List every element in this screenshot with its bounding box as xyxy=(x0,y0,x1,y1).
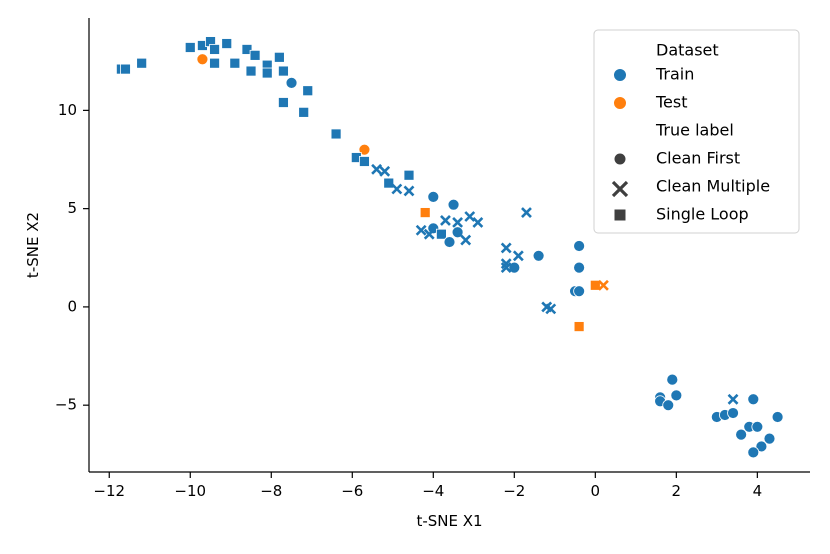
data-point-train-single-loop xyxy=(249,49,261,61)
data-point-train-clean-first xyxy=(443,236,456,248)
y-tick-label: 0 xyxy=(67,297,77,315)
legend-marker-train xyxy=(613,68,627,82)
x-tick-label: −10 xyxy=(174,482,206,500)
legend-title-dataset: Dataset xyxy=(656,41,719,60)
data-point-train-clean-multiple xyxy=(521,207,532,218)
data-point-train-clean-first xyxy=(771,411,784,423)
data-point-train-clean-multiple xyxy=(464,211,476,222)
data-point-train-clean-multiple xyxy=(415,224,427,236)
data-point-train-single-loop xyxy=(136,57,148,69)
data-point-train-clean-first xyxy=(427,190,440,203)
data-point-train-clean-multiple xyxy=(727,393,739,405)
data-point-train-clean-multiple xyxy=(500,262,512,274)
y-tick-label: 10 xyxy=(58,101,77,119)
axes: −12 −10 −8 −6 −4 −2 0 2 4 −5 0 5 10 xyxy=(55,18,810,500)
x-tick-label: −6 xyxy=(341,482,363,500)
data-point-train-single-loop xyxy=(209,57,220,69)
data-point-train-clean-first xyxy=(573,261,586,274)
data-point-train-single-loop xyxy=(261,67,273,79)
data-point-train-clean-first xyxy=(735,428,748,441)
data-point-train-single-loop xyxy=(221,38,233,49)
data-point-train-clean-first xyxy=(573,240,586,252)
data-point-train-clean-first xyxy=(751,420,764,433)
data-point-train-single-loop xyxy=(359,156,370,167)
legend: Dataset Train Test True label Clean Firs… xyxy=(593,29,800,234)
legend-title-true-label: True label xyxy=(655,121,734,140)
x-tick-label: −2 xyxy=(503,482,525,500)
legend-label-single-loop: Single Loop xyxy=(656,205,749,224)
data-point-train-single-loop xyxy=(383,177,395,189)
legend-label-clean-multiple: Clean Multiple xyxy=(656,177,770,196)
data-point-train-single-loop xyxy=(120,63,131,75)
legend-label-train: Train xyxy=(655,65,694,84)
data-point-train-clean-multiple xyxy=(371,163,383,175)
x-axis-label: t-SNE X1 xyxy=(416,512,482,530)
points-layer xyxy=(116,36,784,459)
data-point-train-single-loop xyxy=(209,44,220,55)
data-point-train-clean-first xyxy=(451,226,464,239)
data-point-train-clean-multiple xyxy=(440,215,451,226)
x-ticks: −12 −10 −8 −6 −4 −2 0 2 4 xyxy=(93,472,762,500)
data-point-train-single-loop xyxy=(184,42,196,53)
data-point-train-single-loop xyxy=(403,169,415,181)
data-point-train-single-loop xyxy=(229,57,241,69)
legend-marker-clean-multiple xyxy=(611,180,629,198)
x-tick-label: −8 xyxy=(260,482,282,500)
legend-marker-clean-first xyxy=(613,152,627,166)
data-point-train-single-loop xyxy=(278,97,289,108)
data-point-test-clean-multiple xyxy=(598,279,609,291)
data-point-train-clean-first xyxy=(670,389,683,402)
data-point-test-single-loop xyxy=(589,279,601,291)
data-point-train-clean-multiple xyxy=(403,185,415,197)
data-point-train-clean-first xyxy=(573,285,586,298)
data-point-train-clean-first xyxy=(747,446,760,459)
data-point-train-clean-first xyxy=(508,261,521,274)
y-axis-label: t-SNE X2 xyxy=(24,212,42,278)
x-tick-label: 4 xyxy=(753,482,763,500)
data-point-test-single-loop xyxy=(573,321,585,332)
data-point-train-clean-multiple xyxy=(460,234,472,246)
data-point-train-clean-multiple xyxy=(472,216,484,228)
x-tick-label: −12 xyxy=(93,482,125,500)
data-point-train-single-loop xyxy=(273,51,285,63)
data-point-test-single-loop xyxy=(419,207,431,218)
legend-label-clean-first: Clean First xyxy=(656,149,740,168)
data-point-train-clean-first xyxy=(285,76,298,89)
data-point-train-single-loop xyxy=(241,44,253,55)
data-point-train-single-loop xyxy=(245,65,257,77)
y-tick-label: −5 xyxy=(55,396,77,414)
data-point-train-clean-first xyxy=(755,440,768,453)
data-point-train-clean-multiple xyxy=(452,216,464,228)
legend-marker-test xyxy=(613,96,627,110)
data-point-train-clean-multiple xyxy=(379,165,391,177)
data-point-train-single-loop xyxy=(435,228,447,240)
data-point-train-clean-first xyxy=(662,399,675,412)
y-tick-label: 5 xyxy=(67,199,77,217)
legend-frame xyxy=(593,29,800,234)
legend-marker-single-loop xyxy=(613,208,627,222)
data-point-train-clean-first xyxy=(763,432,776,445)
x-tick-label: 2 xyxy=(672,482,682,500)
data-point-train-clean-multiple xyxy=(512,250,524,262)
data-point-train-single-loop xyxy=(330,128,342,140)
data-point-train-single-loop xyxy=(302,85,314,97)
data-point-test-clean-first xyxy=(196,53,209,66)
data-point-train-single-loop xyxy=(278,65,289,77)
data-point-train-clean-first xyxy=(532,249,545,262)
data-point-train-clean-first xyxy=(747,393,760,406)
legend-label-test: Test xyxy=(655,93,688,112)
x-tick-label: 0 xyxy=(591,482,601,500)
y-ticks: −5 0 5 10 xyxy=(55,101,89,414)
data-point-train-clean-multiple xyxy=(545,303,557,315)
data-point-train-clean-multiple xyxy=(423,228,435,240)
data-point-train-clean-first xyxy=(727,407,739,419)
data-point-train-clean-multiple xyxy=(391,183,403,195)
data-point-train-clean-first xyxy=(666,373,679,386)
data-point-train-single-loop xyxy=(298,106,310,118)
data-point-train-clean-first xyxy=(447,198,460,211)
x-tick-label: −4 xyxy=(422,482,444,500)
data-point-train-clean-multiple xyxy=(500,242,512,254)
